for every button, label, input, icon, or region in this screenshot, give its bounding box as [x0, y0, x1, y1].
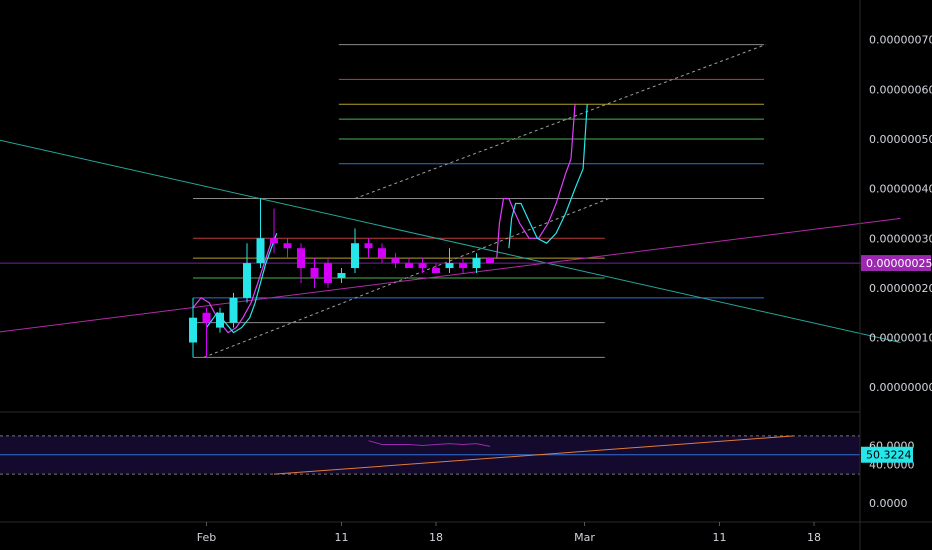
trend-line-ascending-purple — [0, 217, 901, 333]
candle-body-4 — [243, 263, 251, 298]
y-tick-label: 0.00000050 — [869, 133, 932, 146]
candle-body-17 — [418, 263, 427, 269]
trend-line-dotted-upper — [354, 44, 766, 200]
x-tick-label: 18 — [807, 531, 821, 544]
candle-body-20 — [459, 263, 467, 269]
y-tick-label: 0.00000040 — [869, 183, 932, 196]
y-tick-label: 0.00000030 — [869, 232, 932, 245]
rsi-pane — [0, 411, 860, 475]
candle-body-21 — [472, 258, 481, 269]
y-tick-label: 0.00000020 — [869, 282, 932, 295]
trend-line-dotted-lower — [203, 198, 609, 358]
rsi-current-label: 50.3224 — [866, 449, 912, 462]
candle-body-12 — [351, 243, 359, 269]
y-tick-label: 0.00000060 — [869, 83, 932, 96]
candle-body-7 — [283, 243, 292, 249]
candle-body-2 — [216, 312, 224, 328]
rsi-current-badge — [861, 446, 913, 463]
candle-body-5 — [256, 238, 265, 264]
candle-body-13 — [364, 243, 373, 249]
candle-body-22 — [486, 258, 494, 264]
rsi-line — [368, 440, 491, 447]
x-tick-label: 11 — [713, 531, 727, 544]
candle-body-10 — [324, 263, 332, 283]
x-tick-label: Mar — [574, 531, 595, 544]
candle-body-16 — [405, 263, 413, 269]
candle-body-1 — [202, 312, 211, 323]
rsi-tick-label: 0.0000 — [869, 497, 908, 510]
rsi-trend-line — [273, 435, 794, 475]
candle-body-9 — [310, 268, 319, 278]
projection-pink-line — [496, 104, 576, 259]
y-tick-label: 0.00000070 — [869, 34, 932, 47]
candle-body-15 — [391, 258, 400, 264]
current-price-label: 0.00000025 — [866, 257, 932, 270]
y-tick-label: 0.00000000 — [869, 381, 932, 394]
price-pane — [0, 44, 901, 358]
candle-body-19 — [445, 263, 454, 269]
candle-body-14 — [378, 248, 386, 259]
x-tick-label: 18 — [429, 531, 443, 544]
candle-body-3 — [229, 297, 238, 323]
ma-pink-line — [192, 238, 274, 334]
candle-body-11 — [337, 273, 346, 278]
candle-body-8 — [297, 248, 305, 269]
current-price-badge — [861, 255, 931, 272]
projection-cyan-line — [508, 104, 588, 249]
candle-body-0 — [189, 317, 197, 343]
candle-body-6 — [270, 238, 278, 244]
candle-body-18 — [432, 268, 440, 274]
x-tick-label: Feb — [197, 531, 216, 544]
x-tick-label: 11 — [335, 531, 349, 544]
trend-line-descending — [0, 139, 901, 343]
y-tick-label: 0.00000010 — [869, 332, 932, 345]
